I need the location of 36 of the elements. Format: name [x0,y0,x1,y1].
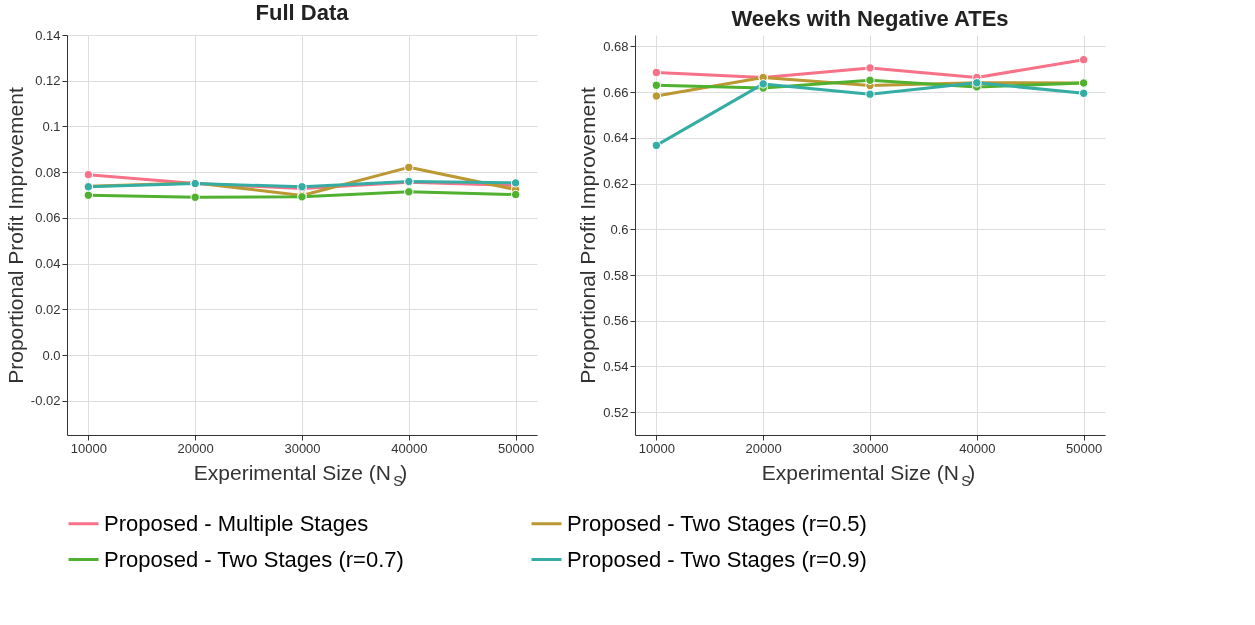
legend-label: Proposed - Two Stages (r=0.5) [567,510,867,536]
legend-label: Proposed - Multiple Stages [104,510,369,536]
chart-title: Full Data [255,0,350,25]
y-tick-label: 0.04 [35,256,61,272]
y-tick-label: 0.06 [35,210,61,226]
y-tick-label: -0.02 [30,393,61,409]
x-tick-label: 40000 [959,440,996,456]
y-tick-label: 0.58 [603,267,629,283]
y-tick-label: 0.52 [603,404,629,420]
y-tick-label: 0.68 [603,38,629,54]
y-tick-label: 0.14 [35,27,61,43]
y-tick-label: 0.0 [42,347,61,363]
y-tick-label: 0.64 [603,130,629,146]
x-tick-label: 50000 [1066,440,1103,456]
x-tick-label: 20000 [745,440,782,456]
y-axis-title: Proportional Profit Improvement [3,87,27,384]
y-tick-label: 0.1 [42,118,61,134]
y-tick-label: 0.08 [35,164,61,180]
x-tick-label: 40000 [391,440,428,456]
x-tick-label: 30000 [852,440,889,456]
x-tick-label: 20000 [177,440,214,456]
x-tick-label: 10000 [70,440,107,456]
legend-label: Proposed - Two Stages (r=0.9) [567,546,867,572]
y-axis-title: Proportional Profit Improvement [576,87,600,384]
y-tick-label: 0.02 [35,301,61,317]
x-tick-label: 10000 [638,440,675,456]
y-tick-label: 0.62 [603,176,629,192]
y-tick-label: 0.56 [603,313,629,329]
y-tick-label: 0.54 [603,358,629,374]
chart-title: Weeks with Negative ATEs [731,6,1009,31]
y-tick-label: 0.6 [610,221,629,237]
x-tick-label: 50000 [498,440,535,456]
legend-label: Proposed - Two Stages (r=0.7) [104,546,404,572]
x-tick-label: 30000 [284,440,321,456]
y-tick-label: 0.66 [603,84,629,100]
y-tick-label: 0.12 [35,73,61,89]
